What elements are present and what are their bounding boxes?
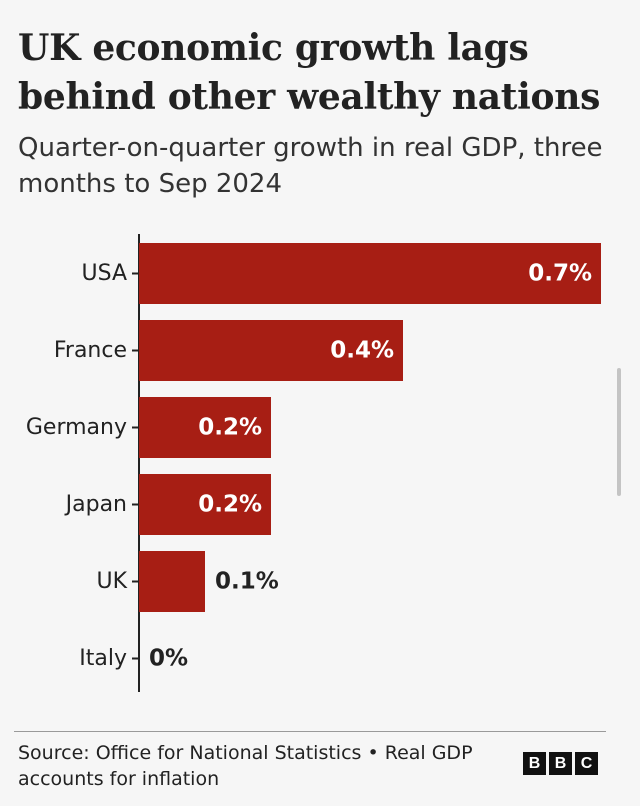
chart-subtitle: Quarter-on-quarter growth in real GDP, t… xyxy=(18,133,603,199)
category-label: Japan xyxy=(64,492,127,517)
chart-title: UK economic growth lags behind other wea… xyxy=(18,27,601,118)
data-label: 0.4% xyxy=(330,338,394,364)
bbc-logo-letter: B xyxy=(523,752,546,775)
category-label: USA xyxy=(81,261,127,286)
bar-germany xyxy=(139,397,271,458)
data-label: 0.7% xyxy=(528,261,592,287)
source-note: Source: Office for National Statistics •… xyxy=(18,742,473,790)
footer-divider xyxy=(14,731,606,732)
bar-usa xyxy=(139,243,601,304)
bar-uk xyxy=(139,551,205,612)
category-label: Italy xyxy=(79,646,127,671)
category-label: UK xyxy=(96,569,127,594)
data-label: 0% xyxy=(149,646,188,672)
bbc-logo-letter: B xyxy=(549,752,572,775)
data-label: 0.2% xyxy=(198,492,262,518)
category-label: France xyxy=(54,338,127,363)
bbc-logo: B B C xyxy=(523,752,598,775)
category-label: Germany xyxy=(26,415,127,440)
bbc-logo-letter: C xyxy=(575,752,598,775)
data-label: 0.2% xyxy=(198,415,262,441)
bar-france xyxy=(139,320,403,381)
scrollbar-thumb[interactable] xyxy=(617,368,621,496)
bar-japan xyxy=(139,474,271,535)
data-label: 0.1% xyxy=(215,569,279,595)
